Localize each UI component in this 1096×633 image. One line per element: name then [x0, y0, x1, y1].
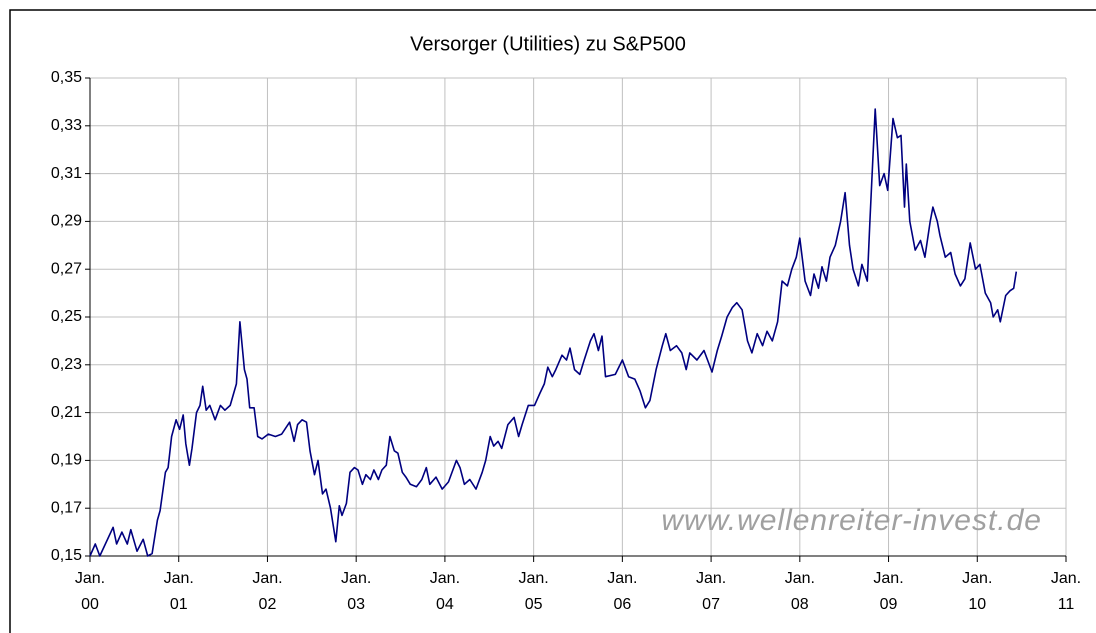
- x-tick-label: Jan. 02: [252, 570, 283, 613]
- x-tick-label: Jan. 03: [341, 570, 372, 613]
- y-tick-label: 0,21: [51, 404, 82, 421]
- x-tick-label: Jan. 09: [873, 570, 904, 613]
- y-tick-label: 0,25: [51, 308, 82, 325]
- y-tick-label: 0,23: [51, 356, 82, 373]
- y-tick-label: 0,35: [51, 69, 82, 86]
- x-tick-label: Jan. 01: [163, 570, 194, 613]
- y-tick-label: 0,17: [51, 499, 82, 516]
- chart-title: Versorger (Utilities) zu S&P500: [410, 33, 686, 55]
- x-tick-label: Jan. 00: [74, 570, 106, 613]
- x-tick-label: Jan. 08: [784, 570, 815, 613]
- x-tick-label: Jan. 11: [1050, 570, 1082, 613]
- y-tick-label: 0,19: [51, 452, 82, 469]
- y-tick-label: 0,33: [51, 117, 82, 134]
- x-tick-label: Jan. 07: [695, 570, 727, 613]
- y-tick-label: 0,31: [51, 165, 82, 182]
- watermark: www.wellenreiter-invest.de: [661, 504, 1042, 537]
- y-tick-label: 0,15: [51, 547, 82, 564]
- y-tick-label: 0,29: [51, 213, 82, 230]
- chart-frame: [9, 9, 1096, 633]
- data-line: [89, 108, 1018, 557]
- y-tick-label: 0,27: [51, 260, 82, 277]
- x-tick-label: Jan. 05: [518, 570, 549, 613]
- x-tick-label: Jan. 06: [607, 570, 638, 613]
- x-tick-label: Jan. 10: [962, 570, 993, 613]
- x-tick-label: Jan. 04: [429, 570, 461, 613]
